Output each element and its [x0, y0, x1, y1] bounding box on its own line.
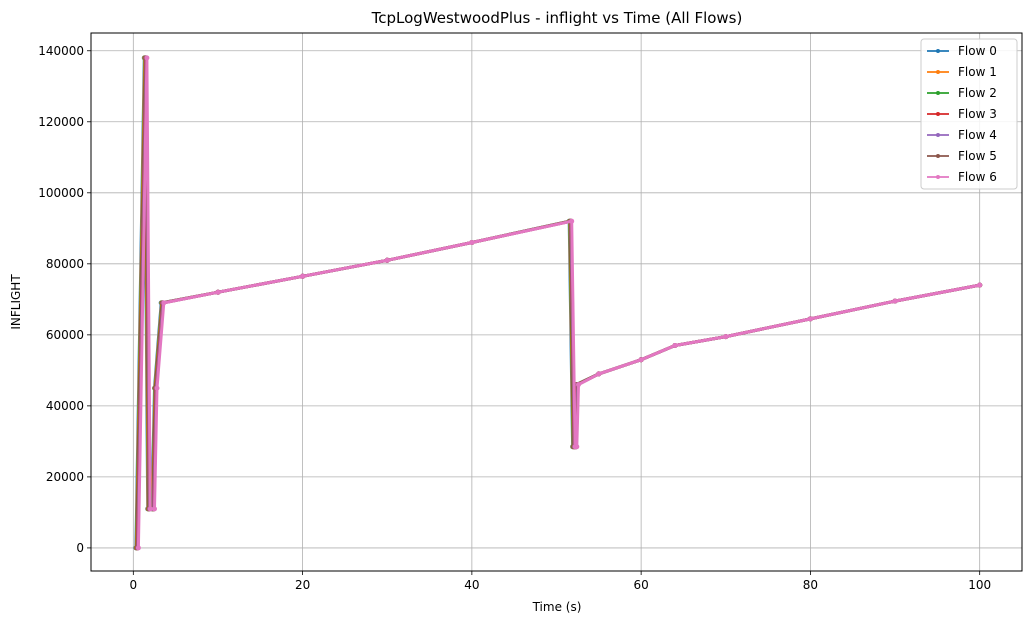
legend-marker [936, 91, 940, 95]
legend-item: Flow 0 [927, 44, 997, 58]
x-tick-label: 20 [295, 578, 310, 592]
legend-label: Flow 1 [958, 65, 997, 79]
data-point [161, 300, 167, 306]
series-flow-2 [134, 55, 983, 551]
legend-item: Flow 4 [927, 128, 997, 142]
axis-ticks: 0 20 40 60 80 100 0 20000 40000 60000 80000 100000 1… [38, 44, 991, 592]
series-line [136, 56, 980, 548]
y-tick-label: 0 [76, 541, 84, 555]
grid-lines [91, 33, 1022, 571]
series-line [136, 56, 980, 548]
data-point [723, 334, 729, 340]
legend-label: Flow 4 [958, 128, 997, 142]
y-tick-label: 100000 [38, 186, 84, 200]
y-tick-label: 20000 [46, 470, 84, 484]
legend-label: Flow 2 [958, 86, 997, 100]
data-point [215, 289, 221, 295]
legend-label: Flow 6 [958, 170, 997, 184]
legend-item: Flow 3 [927, 107, 997, 121]
x-tick-label: 60 [633, 578, 648, 592]
chart-title: TcpLogWestwoodPlus - inflight vs Time (A… [371, 9, 743, 27]
x-tick-label: 0 [129, 578, 137, 592]
legend-marker [936, 154, 940, 158]
data-point [892, 298, 898, 304]
legend-item: Flow 2 [927, 86, 997, 100]
data-point [807, 316, 813, 322]
data-point [152, 506, 157, 512]
data-point [154, 385, 160, 391]
data-point [469, 240, 475, 245]
legend-item: Flow 5 [927, 149, 997, 163]
data-point [638, 357, 644, 363]
data-point [384, 257, 390, 263]
data-point [574, 444, 580, 450]
series-layer [133, 55, 983, 551]
plot-area-frame [90, 32, 1023, 572]
data-point [300, 273, 306, 279]
data-point [672, 343, 678, 348]
series-line [134, 56, 980, 548]
legend-label: Flow 0 [958, 44, 997, 58]
legend-item: Flow 6 [927, 170, 997, 184]
legend-item: Flow 1 [927, 65, 997, 79]
data-point [135, 545, 141, 551]
data-point [596, 371, 602, 377]
x-tick-label: 80 [803, 578, 818, 592]
x-axis-label: Time (s) [532, 600, 582, 614]
data-point [144, 55, 150, 61]
legend-marker [936, 49, 940, 53]
legend-marker [936, 70, 940, 74]
x-tick-label: 40 [464, 578, 479, 592]
series-flow-1 [133, 55, 983, 551]
legend-label: Flow 5 [958, 149, 997, 163]
legend-marker [936, 175, 940, 179]
series-flow-5 [135, 55, 983, 551]
y-tick-label: 60000 [46, 328, 84, 342]
y-tick-label: 120000 [38, 115, 84, 129]
y-tick-label: 140000 [38, 44, 84, 58]
data-point [147, 506, 153, 512]
series-line [135, 56, 980, 548]
legend-box [920, 38, 1018, 190]
series-flow-4 [135, 55, 983, 551]
series-flow-0 [133, 55, 983, 551]
legend-marker [936, 133, 940, 137]
legend: Flow 0 Flow 1 Flow 2 Flow 3 Flow 4 Flow 5 Flow… [920, 38, 1018, 190]
data-point [576, 382, 581, 388]
series-flow-6 [135, 55, 983, 551]
data-point [977, 282, 983, 288]
y-axis-label: INFLIGHT [9, 274, 23, 330]
data-point [569, 218, 575, 224]
y-tick-label: 40000 [46, 399, 84, 413]
x-tick-label: 100 [968, 578, 991, 592]
legend-label: Flow 3 [958, 107, 997, 121]
series-line [136, 56, 980, 548]
legend-marker [936, 112, 940, 116]
series-flow-3 [134, 55, 983, 551]
y-tick-label: 80000 [46, 257, 84, 271]
series-line [135, 56, 980, 548]
series-line [134, 56, 980, 548]
